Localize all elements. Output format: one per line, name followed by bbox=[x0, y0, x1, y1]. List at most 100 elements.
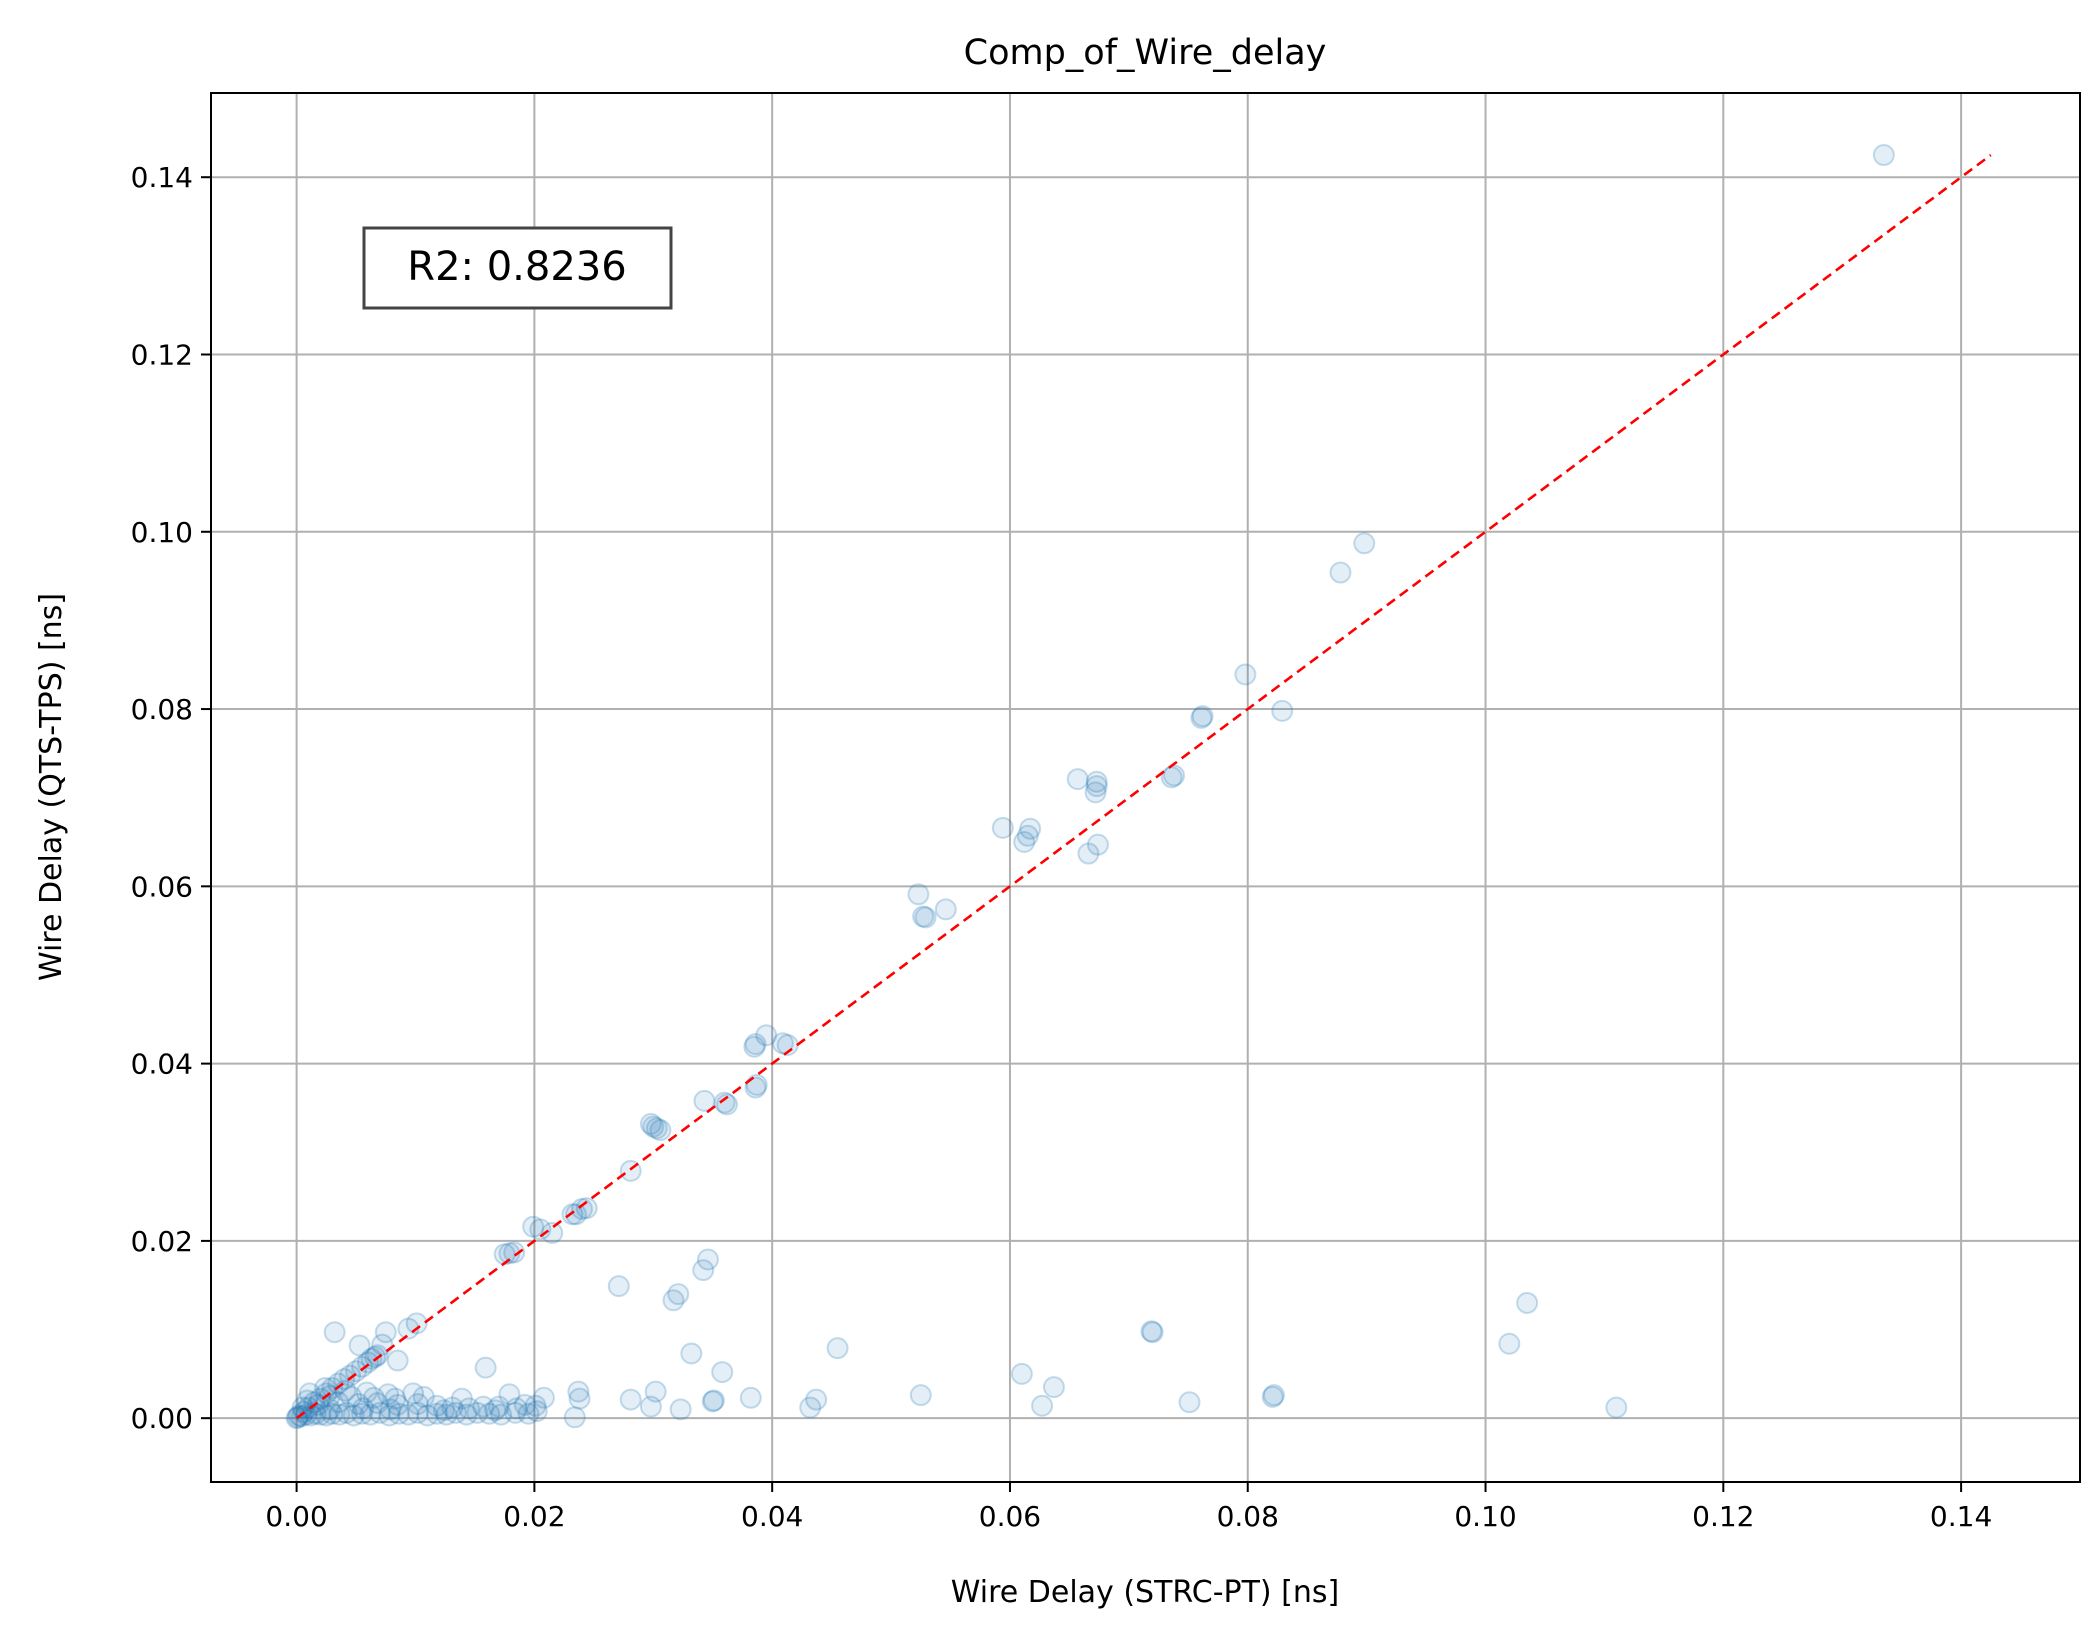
data-point bbox=[1141, 1321, 1164, 1344]
data-point bbox=[692, 1259, 715, 1282]
data-point bbox=[680, 1342, 703, 1365]
y-tick-label: 0.12 bbox=[131, 338, 193, 371]
data-point bbox=[667, 1283, 690, 1306]
data-point bbox=[639, 1395, 662, 1418]
data-point bbox=[1605, 1396, 1628, 1419]
data-point bbox=[1016, 824, 1039, 847]
x-tick-label: 0.08 bbox=[1217, 1500, 1279, 1533]
data-point bbox=[696, 1248, 719, 1271]
data-point bbox=[805, 1388, 828, 1411]
y-tick-label: 0.10 bbox=[131, 516, 193, 549]
data-point bbox=[441, 1396, 464, 1419]
data-point bbox=[359, 1403, 382, 1426]
data-point bbox=[350, 1355, 373, 1378]
data-point bbox=[1010, 1362, 1033, 1385]
data-point bbox=[529, 1218, 552, 1241]
data-point bbox=[334, 1379, 357, 1402]
data-point bbox=[1086, 833, 1109, 856]
data-point bbox=[478, 1402, 501, 1425]
data-point bbox=[1271, 699, 1294, 722]
data-point bbox=[1498, 1332, 1521, 1355]
data-point bbox=[799, 1396, 822, 1419]
data-point bbox=[323, 1321, 346, 1344]
data-point bbox=[498, 1383, 521, 1406]
data-point bbox=[490, 1403, 513, 1426]
data-point bbox=[503, 1241, 526, 1264]
data-point bbox=[350, 1402, 373, 1425]
r2-annotation-box bbox=[362, 226, 673, 310]
y-tick-label: 0.08 bbox=[131, 693, 193, 726]
chart-title: Comp_of_Wire_delay bbox=[964, 33, 1327, 73]
data-point bbox=[739, 1386, 762, 1409]
data-point bbox=[713, 1091, 736, 1114]
y-axis-ticks: 0.00 0.02 0.04 0.06 0.08 0.10 0.12 0.14 bbox=[131, 161, 211, 1435]
data-point bbox=[352, 1397, 375, 1420]
data-point bbox=[1042, 1376, 1065, 1399]
data-point bbox=[397, 1403, 420, 1426]
data-point bbox=[649, 1119, 672, 1142]
data-point bbox=[1085, 775, 1108, 798]
data-point bbox=[1872, 144, 1895, 167]
r2-annotation: R2: 0.8236 bbox=[407, 244, 626, 290]
y-axis-label: Wire Delay (QTS-TPS) [ns] bbox=[34, 593, 69, 981]
data-point bbox=[386, 1393, 409, 1416]
data-points bbox=[285, 144, 1895, 1430]
data-point bbox=[364, 1346, 387, 1369]
data-point bbox=[1353, 532, 1376, 555]
data-point bbox=[348, 1334, 371, 1357]
data-point bbox=[701, 1390, 724, 1413]
data-point bbox=[639, 1112, 662, 1135]
data-point bbox=[328, 1403, 351, 1426]
data-point bbox=[335, 1401, 358, 1424]
data-point bbox=[575, 1197, 598, 1220]
data-point bbox=[347, 1392, 370, 1415]
data-point bbox=[912, 905, 935, 928]
data-point bbox=[318, 1398, 341, 1421]
data-point bbox=[934, 898, 957, 921]
data-point bbox=[513, 1393, 536, 1416]
data-point bbox=[532, 1386, 555, 1409]
data-point bbox=[315, 1404, 338, 1427]
x-tick-label: 0.00 bbox=[265, 1500, 327, 1533]
data-point bbox=[702, 1389, 725, 1412]
data-point bbox=[484, 1399, 507, 1422]
x-tick-label: 0.04 bbox=[741, 1500, 803, 1533]
data-point bbox=[914, 906, 937, 929]
data-point bbox=[909, 1384, 932, 1407]
data-point bbox=[1013, 831, 1036, 854]
data-point bbox=[662, 1289, 685, 1312]
data-point bbox=[318, 1385, 341, 1408]
data-point bbox=[379, 1398, 402, 1421]
data-point bbox=[340, 1385, 363, 1408]
data-point bbox=[406, 1401, 429, 1424]
x-tick-label: 0.12 bbox=[1692, 1500, 1754, 1533]
data-point bbox=[412, 1385, 435, 1408]
data-point bbox=[744, 1076, 767, 1099]
data-point bbox=[1516, 1291, 1539, 1314]
data-point bbox=[455, 1403, 478, 1426]
data-point bbox=[1191, 705, 1214, 728]
grid-lines bbox=[211, 93, 2080, 1482]
data-point bbox=[360, 1347, 383, 1370]
data-point bbox=[435, 1403, 458, 1426]
data-point bbox=[466, 1401, 489, 1424]
data-point bbox=[444, 1401, 467, 1424]
data-point bbox=[1178, 1391, 1201, 1414]
plot-frame bbox=[210, 92, 2081, 1483]
data-point bbox=[425, 1394, 448, 1417]
data-point bbox=[295, 1403, 318, 1426]
data-point bbox=[565, 1203, 588, 1226]
data-point bbox=[339, 1364, 362, 1387]
data-point bbox=[1234, 663, 1257, 686]
data-point bbox=[991, 816, 1014, 839]
data-point bbox=[826, 1337, 849, 1360]
reference-line bbox=[295, 154, 1992, 1420]
data-point bbox=[321, 1377, 344, 1400]
data-point bbox=[433, 1399, 456, 1422]
data-point bbox=[405, 1312, 428, 1335]
data-point bbox=[342, 1404, 365, 1427]
data-point bbox=[743, 1035, 766, 1058]
data-point bbox=[406, 1392, 429, 1415]
y-tick-label: 0.14 bbox=[131, 161, 193, 194]
